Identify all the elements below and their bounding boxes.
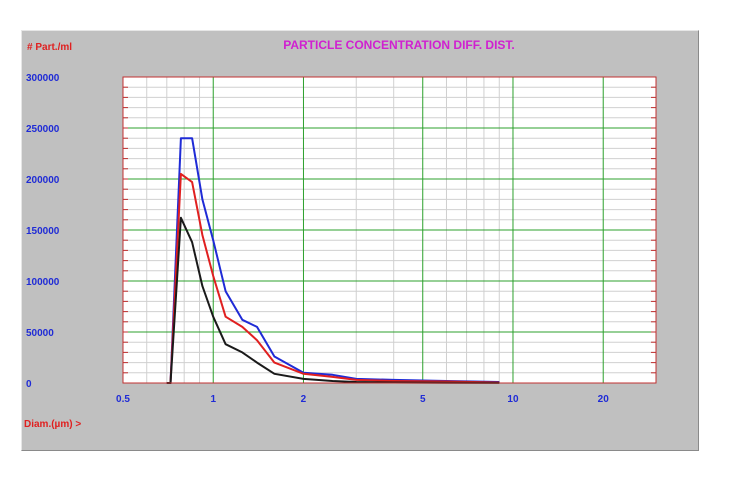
series-line-2 bbox=[166, 172, 500, 384]
chart-title: PARTICLE CONCENTRATION DIFF. DIST. bbox=[283, 38, 515, 52]
x-tick-label: 1 bbox=[210, 394, 216, 405]
series-line-3 bbox=[166, 216, 500, 384]
x-tick-labels: 0.5 1 2 5 10 20 bbox=[116, 394, 609, 405]
x-tick-label: 20 bbox=[598, 394, 610, 405]
y-axis-title: # Part./ml bbox=[27, 42, 72, 53]
plot-frame bbox=[122, 76, 657, 384]
series-lines bbox=[166, 137, 500, 384]
series-line-1 bbox=[166, 137, 500, 384]
y-tick-label: 200000 bbox=[26, 175, 60, 186]
particle-concentration-chart: PARTICLE CONCENTRATION DIFF. DIST. # Par… bbox=[24, 38, 657, 430]
y-tick-label: 250000 bbox=[26, 124, 60, 135]
x-tick-label: 5 bbox=[420, 394, 426, 405]
x-tick-label: 10 bbox=[507, 394, 519, 405]
x-axis-title: Diam.(µm) > bbox=[24, 419, 81, 430]
chart-panel: PARTICLE CONCENTRATION DIFF. DIST. # Par… bbox=[21, 30, 699, 451]
major-grid bbox=[123, 77, 656, 383]
y-tick-label: 150000 bbox=[26, 226, 60, 237]
axis-ticks bbox=[123, 76, 656, 384]
x-tick-label: 2 bbox=[301, 394, 307, 405]
y-tick-label: 300000 bbox=[26, 73, 60, 84]
y-tick-label: 0 bbox=[26, 379, 32, 390]
y-tick-label: 100000 bbox=[26, 277, 60, 288]
x-tick-label: 0.5 bbox=[116, 394, 130, 405]
y-tick-label: 50000 bbox=[26, 328, 54, 339]
y-tick-labels: 0 50000 100000 150000 200000 250000 300000 bbox=[26, 73, 60, 390]
